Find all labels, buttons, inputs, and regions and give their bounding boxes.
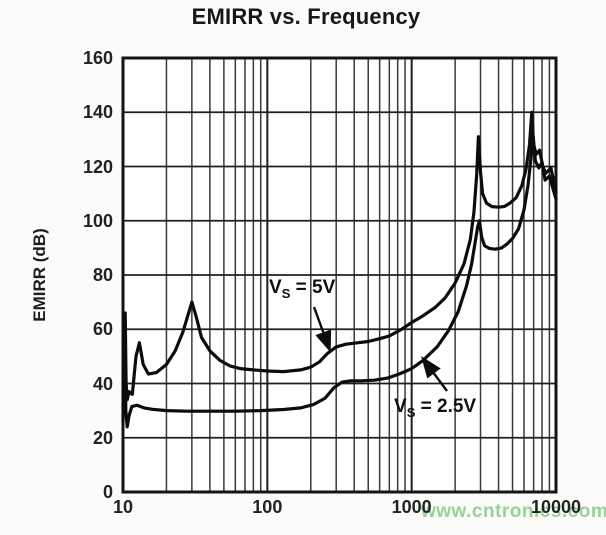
y-tick-label: 40 <box>92 373 113 394</box>
plot-frame <box>121 56 558 494</box>
annotation-vs-5v-sub: S <box>281 285 291 301</box>
y-tick-label: 100 <box>82 210 113 231</box>
x-tick-label: 1000 <box>391 497 432 517</box>
x-tick-label: 100 <box>252 497 283 517</box>
annotation-vs-2-5v-text: V <box>394 396 407 417</box>
x-tick-label: 10000 <box>530 497 582 517</box>
y-tick-label: 0 <box>102 482 113 502</box>
annotation-vs-2-5v: VS = 2.5V <box>394 396 476 420</box>
y-tick-label: 160 <box>82 48 113 68</box>
y-tick-label: 140 <box>82 102 113 123</box>
y-tick-label: 80 <box>92 265 113 285</box>
y-tick-label: 60 <box>92 319 113 340</box>
watermark-text: www.cntronics.com <box>421 501 606 522</box>
annotation-vs-5v-value: = 5V <box>290 277 336 298</box>
annotation-vs-5v: VS = 5V <box>269 277 335 301</box>
y-tick-label: 120 <box>82 156 113 177</box>
annotation-vs-5v-text: V <box>269 277 282 298</box>
curve-vs-5v <box>121 110 558 424</box>
annotation-arrow-5v <box>312 306 332 353</box>
annotation-vs-2-5v-value: = 2.5V <box>415 396 477 417</box>
annotation-vs-2-5v-sub: S <box>406 404 416 420</box>
curve-vs-2-5v <box>121 135 558 429</box>
chart-title: EMIRR vs. Frequency <box>191 4 421 29</box>
y-tick-label: 20 <box>92 427 113 448</box>
x-tick-label: 10 <box>112 497 134 517</box>
annotation-arrow-2-5v <box>421 356 448 392</box>
